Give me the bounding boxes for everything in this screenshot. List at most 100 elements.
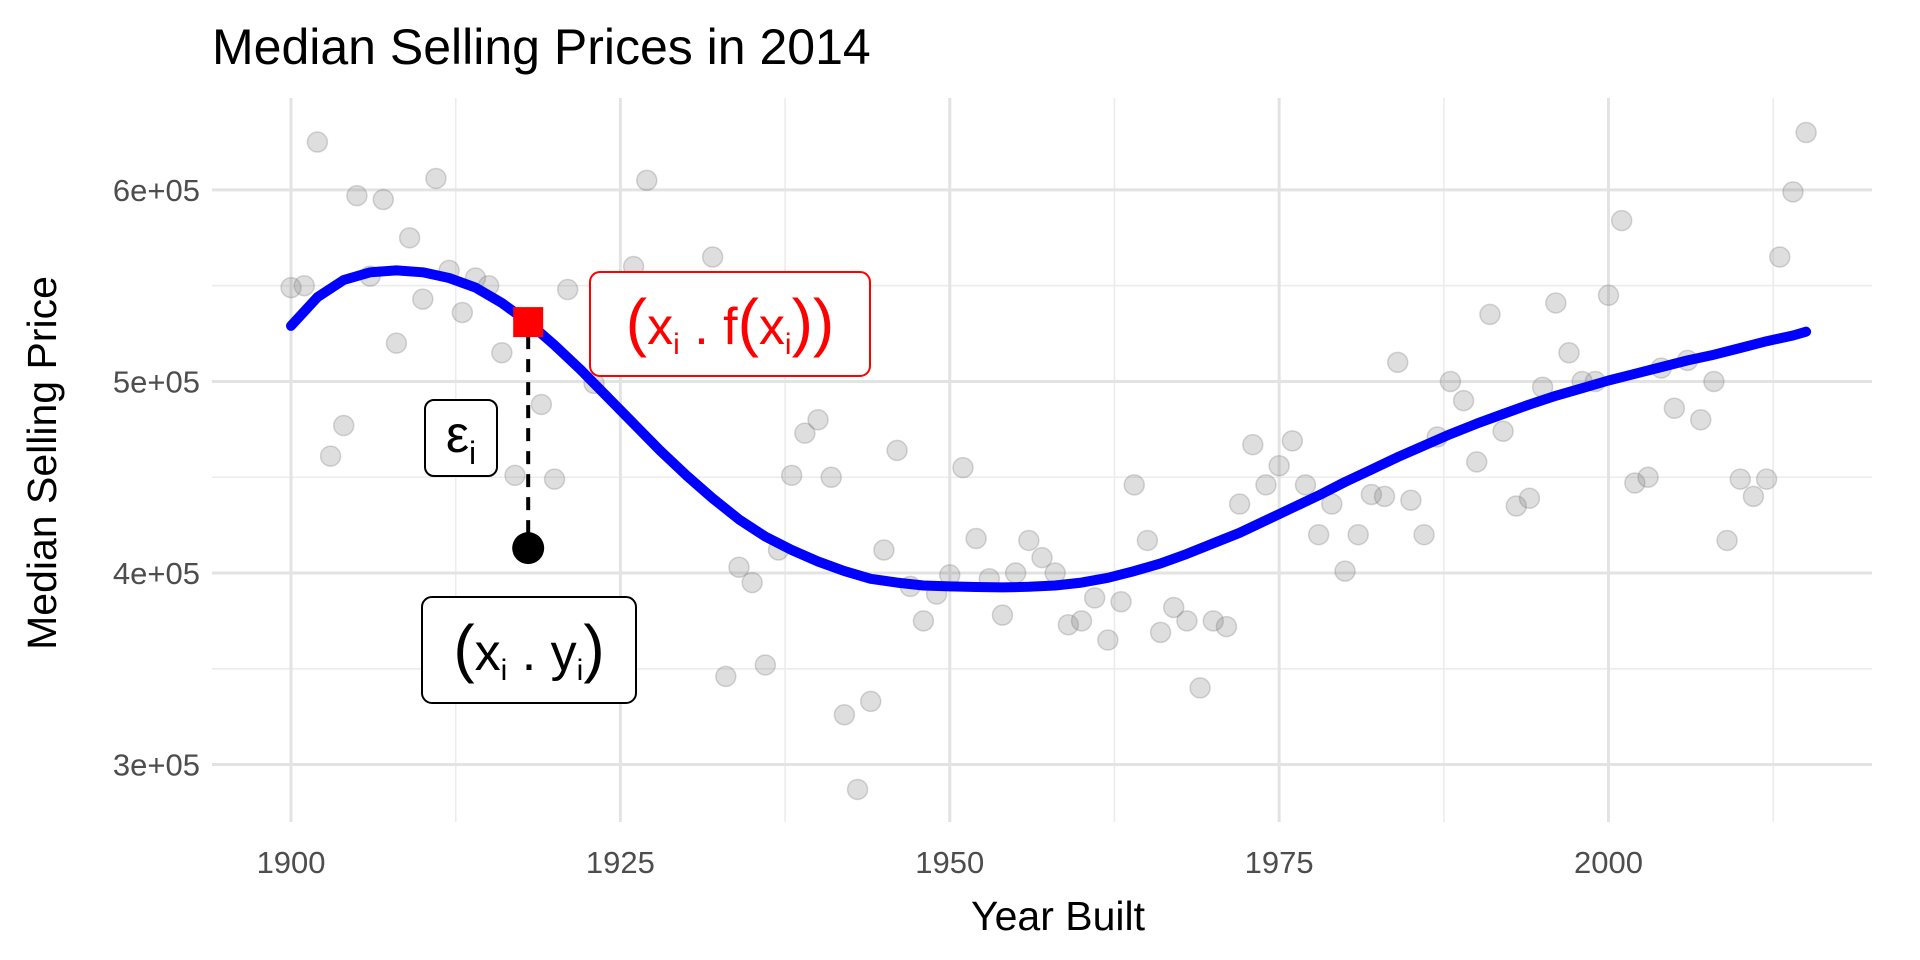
x-tick-label: 1975 bbox=[1245, 845, 1314, 880]
fitted-point-label: (xi . f(xi)) bbox=[626, 286, 834, 361]
data-point bbox=[728, 556, 750, 579]
data-point bbox=[1255, 474, 1277, 496]
data-point bbox=[504, 464, 526, 487]
data-point bbox=[1268, 454, 1290, 477]
data-point bbox=[1439, 370, 1462, 393]
data-point bbox=[530, 393, 553, 416]
y-tick-label: 3e+05 bbox=[113, 748, 200, 783]
x-tick-label: 1925 bbox=[586, 845, 655, 880]
data-point bbox=[820, 466, 842, 488]
data-point bbox=[1110, 590, 1132, 613]
x-axis-tick-labels: 1900 1925 1950 1975 2000 bbox=[257, 845, 1643, 880]
data-point bbox=[780, 464, 803, 487]
observed-point-label: (xi . yi) bbox=[453, 612, 604, 687]
y-tick-label: 5e+05 bbox=[113, 364, 200, 399]
data-point bbox=[965, 527, 987, 550]
data-point bbox=[1505, 495, 1528, 517]
data-point bbox=[846, 778, 869, 801]
data-point bbox=[1466, 451, 1488, 473]
x-axis-title: Year Built bbox=[971, 893, 1146, 939]
data-point bbox=[859, 690, 882, 713]
y-tick-label: 6e+05 bbox=[113, 173, 200, 208]
data-point bbox=[701, 246, 724, 268]
x-tick-label: 1950 bbox=[915, 845, 984, 880]
data-point bbox=[1189, 677, 1211, 699]
data-point bbox=[451, 301, 474, 324]
data-point bbox=[491, 341, 513, 364]
residual-label: εi bbox=[446, 406, 476, 471]
data-point bbox=[1202, 610, 1225, 632]
data-point bbox=[1057, 613, 1080, 636]
data-point bbox=[807, 409, 829, 431]
data-point bbox=[886, 439, 908, 462]
data-point bbox=[1452, 389, 1475, 412]
data-point bbox=[1413, 523, 1435, 546]
data-point bbox=[1215, 615, 1238, 638]
data-point bbox=[1689, 409, 1712, 431]
data-point bbox=[293, 274, 315, 297]
data-point bbox=[372, 188, 395, 211]
grid-major bbox=[212, 98, 1872, 822]
data-point bbox=[1624, 472, 1646, 494]
data-point bbox=[1004, 562, 1027, 584]
data-point bbox=[636, 169, 658, 192]
observed-point-label-box bbox=[421, 596, 637, 704]
data-point bbox=[1518, 487, 1541, 510]
data-point bbox=[1281, 430, 1304, 452]
data-point bbox=[873, 539, 895, 561]
data-point bbox=[1373, 485, 1396, 508]
fitted-point-marker bbox=[513, 307, 544, 338]
data-point bbox=[1031, 546, 1053, 569]
data-point bbox=[715, 665, 737, 688]
data-point bbox=[1360, 483, 1383, 506]
data-point bbox=[398, 227, 421, 249]
data-point bbox=[1097, 629, 1119, 651]
data-point bbox=[1729, 468, 1752, 490]
data-point bbox=[1070, 610, 1093, 632]
data-point bbox=[912, 610, 935, 632]
data-point bbox=[385, 332, 408, 354]
data-point bbox=[1716, 529, 1738, 552]
data-point bbox=[1307, 523, 1330, 546]
y-axis-title: Median Selling Price bbox=[19, 276, 65, 650]
data-point bbox=[332, 414, 355, 437]
data-point bbox=[280, 276, 302, 299]
data-point bbox=[1782, 181, 1804, 203]
data-point bbox=[346, 184, 368, 207]
scatter-points bbox=[280, 121, 1817, 801]
data-point bbox=[1018, 529, 1040, 552]
x-tick-label: 2000 bbox=[1574, 845, 1643, 880]
data-point bbox=[1558, 341, 1580, 364]
x-tick-label: 1900 bbox=[257, 845, 326, 880]
data-point bbox=[741, 571, 763, 594]
data-point bbox=[556, 278, 579, 301]
data-point bbox=[319, 445, 342, 467]
data-point bbox=[1162, 596, 1185, 619]
data-point bbox=[1492, 420, 1514, 443]
data-point bbox=[1242, 433, 1264, 456]
data-point bbox=[1228, 493, 1251, 515]
data-point bbox=[1742, 485, 1765, 508]
data-point bbox=[1795, 121, 1817, 144]
data-point bbox=[425, 167, 447, 190]
y-tick-label: 4e+05 bbox=[113, 556, 200, 591]
residual-label-box bbox=[424, 399, 498, 477]
data-point bbox=[543, 468, 566, 490]
data-point bbox=[1123, 474, 1145, 496]
y-axis-tick-labels: 3e+05 4e+05 5e+05 6e+05 bbox=[113, 173, 200, 783]
chart-title: Median Selling Prices in 2014 bbox=[212, 19, 871, 75]
data-point bbox=[1769, 246, 1791, 268]
data-point bbox=[1545, 292, 1567, 314]
fitted-curve-line bbox=[286, 265, 1812, 593]
data-point bbox=[1610, 209, 1633, 232]
data-point bbox=[991, 604, 1014, 626]
data-point bbox=[1347, 523, 1369, 546]
data-point bbox=[1637, 466, 1659, 488]
data-point bbox=[754, 654, 777, 676]
data-point bbox=[1294, 474, 1317, 496]
data-point bbox=[833, 703, 856, 726]
data-point bbox=[1149, 621, 1172, 644]
data-point bbox=[306, 131, 329, 153]
data-point bbox=[1703, 370, 1725, 393]
data-point bbox=[1136, 529, 1159, 552]
